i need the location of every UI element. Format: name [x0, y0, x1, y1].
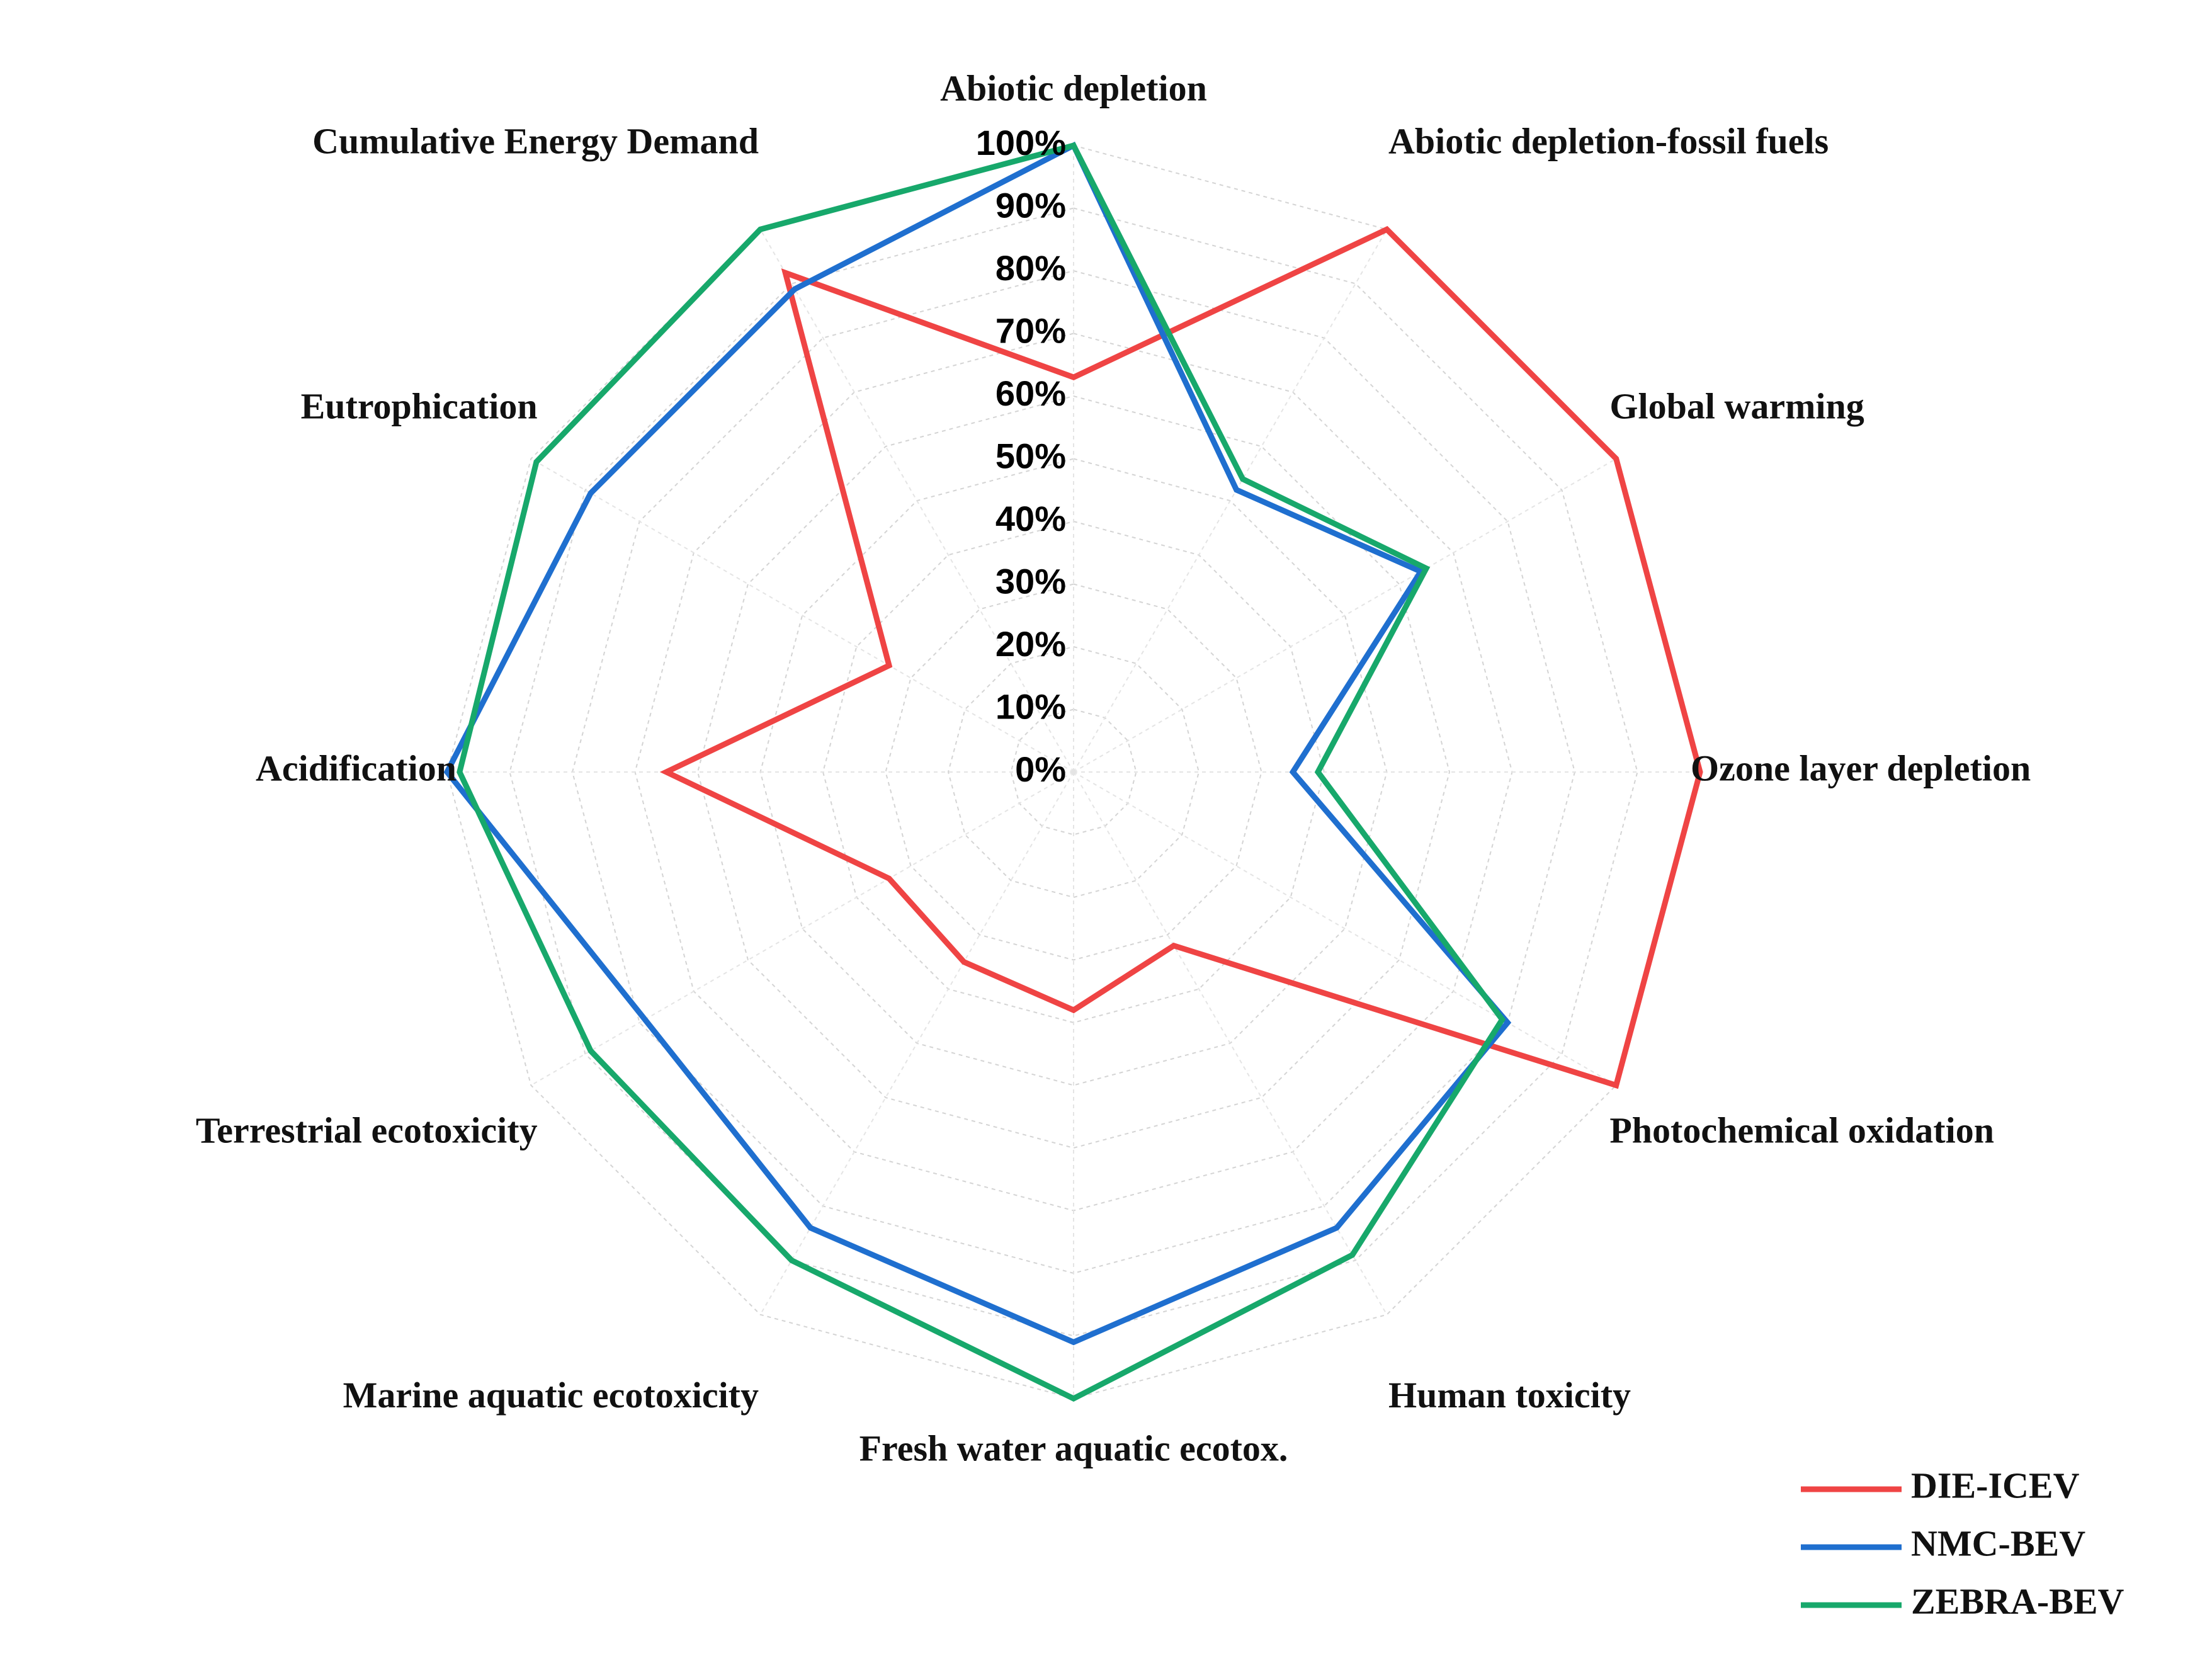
category-label-photochemical-oxidation: Photochemical oxidation [1609, 1110, 1994, 1150]
category-label-abiotic-depletion: Abiotic depletion [940, 67, 1207, 108]
tick-label: 80% [995, 248, 1066, 288]
series-die-icev [659, 225, 1703, 1089]
category-label-human-toxicity: Human toxicity [1388, 1375, 1631, 1416]
grid-ring-100 [446, 144, 1701, 1400]
category-label-ozone-layer-depletion: Ozone layer depletion [1691, 747, 2031, 788]
tick-label: 30% [995, 561, 1066, 601]
category-label-eutrophication: Eutrophication [301, 385, 538, 426]
legend-label-zebra-bev: ZEBRA-BEV [1911, 1581, 2124, 1621]
axis-spoke [1073, 458, 1617, 773]
radial-tick-labels: 0% 10% 20% 30% 40% 50% 60% 70% 80% 90% 100% [976, 123, 1066, 789]
axis-spoke [759, 771, 1074, 1315]
grid [446, 144, 1701, 1400]
tick-label: 0% [1015, 749, 1066, 789]
category-label-terrestrial-ecotoxicity: Terrestrial ecotoxicity [196, 1110, 538, 1150]
series-lines [443, 141, 1703, 1402]
grid-ring-90 [509, 207, 1638, 1337]
legend: DIE-ICEV NMC-BEV ZEBRA-BEV [1801, 1465, 2124, 1621]
tick-label: 60% [995, 373, 1066, 413]
tick-label: 40% [995, 499, 1066, 538]
category-label-fresh-water-aquatic-ecotox: Fresh water aquatic ecotox. [859, 1428, 1288, 1468]
category-label-acidification: Acidification [256, 747, 457, 788]
category-label-global-warming: Global warming [1609, 385, 1864, 426]
grid-ring-20 [947, 645, 1200, 899]
tick-label: 50% [995, 436, 1066, 475]
tick-label: 20% [995, 624, 1066, 664]
legend-label-die-icev: DIE-ICEV [1911, 1465, 2080, 1506]
axis-spoke [530, 458, 1074, 773]
legend-label-nmc-bev: NMC-BEV [1911, 1523, 2085, 1564]
grid-ring-30 [885, 583, 1262, 961]
series-zebra-bev [457, 142, 1506, 1402]
category-labels: Abiotic depletion Abiotic depletion-fossi… [196, 67, 2031, 1468]
category-label-abiotic-depletion-fossil-fuels: Abiotic depletion-fossil fuels [1388, 120, 1829, 161]
series-nmc-bev [443, 141, 1512, 1346]
axis-spoke [1073, 229, 1388, 773]
axis-spoke [1073, 771, 1617, 1086]
tick-label: 70% [995, 310, 1066, 350]
axis-spoke [759, 229, 1074, 773]
tick-label: 90% [995, 185, 1066, 225]
axis-spoke [1073, 771, 1388, 1315]
axis-spoke [530, 771, 1074, 1086]
category-label-cumulative-energy-demand: Cumulative Energy Demand [312, 120, 759, 161]
tick-label: 10% [995, 686, 1066, 726]
tick-label: 100% [976, 123, 1066, 162]
category-label-marine-aquatic-ecotoxicity: Marine aquatic ecotoxicity [343, 1375, 759, 1416]
